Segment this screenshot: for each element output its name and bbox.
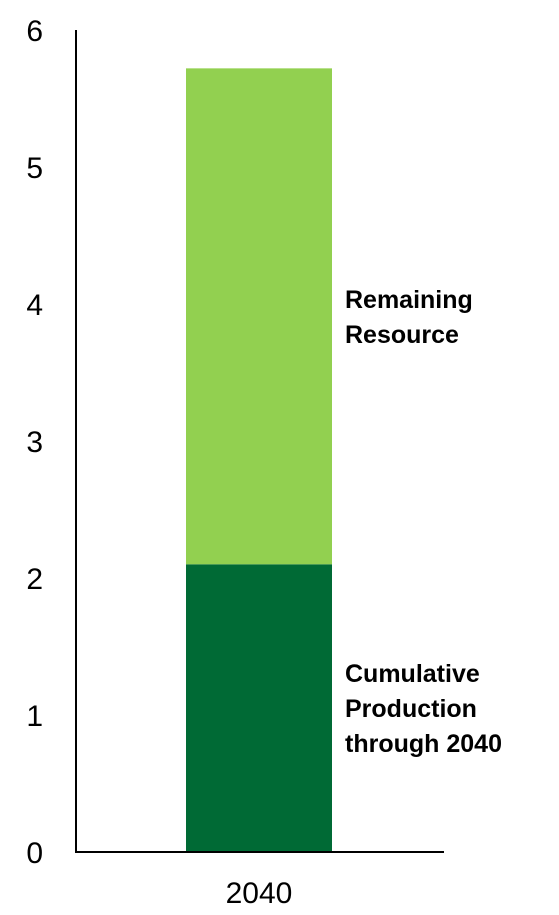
segment-label-cumulative-production: Cumulative Production through 2040	[345, 660, 502, 758]
y-tick-label-5: 5	[26, 152, 43, 185]
y-tick-label-4: 4	[26, 289, 43, 322]
segment-label-remaining-resource: Remaining Resource	[345, 286, 473, 349]
bar-segments	[186, 68, 332, 852]
x-axis-tick-labels: 2040	[226, 877, 293, 910]
segment-labels: Cumulative Production through 2040 Remainin…	[345, 286, 502, 758]
y-tick-label-3: 3	[26, 426, 43, 459]
y-tick-label-1: 1	[26, 700, 43, 733]
y-tick-label-2: 2	[26, 563, 43, 596]
y-tick-label-6: 6	[26, 15, 43, 48]
y-tick-label-0: 0	[26, 837, 43, 870]
bar-segment-cumulative-production	[186, 564, 332, 852]
bar-segment-remaining-resource	[186, 68, 332, 565]
x-tick-label-2040: 2040	[226, 877, 293, 910]
y-axis-tick-labels: 0 1 2 3 4 5 6	[26, 15, 43, 870]
